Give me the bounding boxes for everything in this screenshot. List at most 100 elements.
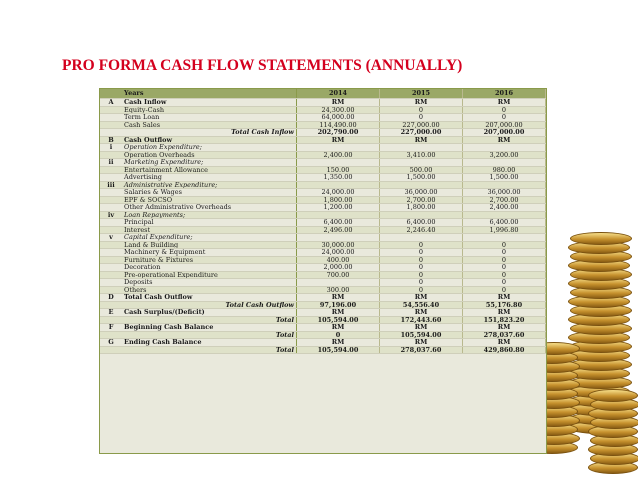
cell-2015: 3,410.00 (379, 151, 463, 159)
cell-2014: 202,790.00 (296, 128, 380, 137)
cell-2014: 1,200.00 (296, 203, 380, 212)
table-row: Total Cash Outflow 97,196.00 54,556.40 55,1… (100, 301, 546, 309)
row-description: Total (122, 316, 297, 324)
table-row: G Ending Cash Balance RM RM RM (100, 338, 546, 347)
cell-2015: 500.00 (379, 166, 463, 174)
cell-2016: RM (462, 293, 546, 302)
table-row: D Total Cash Outflow RM RM RM (100, 293, 546, 302)
cell-2014: 24,000.00 (296, 188, 380, 197)
cell-2015: RM (379, 338, 463, 347)
cell-2016: 278,037.60 (462, 331, 546, 339)
cell-2016 (462, 181, 546, 189)
row-description: Loan Repayments; (122, 211, 297, 219)
cell-2016: 2,700.00 (462, 196, 546, 204)
cell-2014 (296, 158, 380, 167)
row-description: Capital Expenditure; (122, 233, 297, 242)
cell-2014: RM (296, 323, 380, 332)
cell-2014 (296, 143, 380, 152)
cell-2016: 980.00 (462, 166, 546, 174)
row-label (100, 256, 122, 264)
row-label (100, 241, 122, 249)
cell-2014: 2,000.00 (296, 263, 380, 272)
row-label: iv (100, 211, 122, 219)
cell-2016 (462, 143, 546, 152)
cell-2016 (462, 233, 546, 242)
cell-2014 (296, 278, 380, 287)
cell-2015: 0 (379, 286, 463, 294)
row-description: Land & Building (122, 241, 297, 249)
row-label: iii (100, 181, 122, 189)
table-row: F Beginning Cash Balance RM RM RM (100, 323, 546, 332)
row-description: Total Cash Inflow (122, 128, 297, 137)
row-label (100, 278, 122, 287)
cell-2016: 0 (462, 241, 546, 249)
cell-2015 (379, 158, 463, 167)
row-description: Pre-operational Expenditure (122, 271, 297, 279)
table-row: iii Administrative Expenditure; (100, 181, 546, 189)
cell-2014: 97,196.00 (296, 301, 380, 309)
coin-shape (570, 232, 632, 245)
row-description: Others (122, 286, 297, 294)
row-description: Cash Outflow (122, 136, 297, 144)
row-description: EPF & SOCSO (122, 196, 297, 204)
row-label (100, 106, 122, 114)
row-description: Machinery & Equipment (122, 248, 297, 257)
cell-2016: 0 (462, 263, 546, 272)
cell-2014: 105,594.00 (296, 346, 380, 354)
cell-2016: 207,000.00 (462, 121, 546, 129)
table-row: Cash Sales 114,490.00 227,000.00 207,000.00 (100, 121, 546, 129)
table-row: A Cash Inflow RM RM RM (100, 98, 546, 107)
cell-2015: 0 (379, 271, 463, 279)
row-description: Principal (122, 218, 297, 227)
cell-2016: RM (462, 136, 546, 144)
row-description: Operation Expenditure; (122, 143, 297, 152)
table-row: Total 0 105,594.00 278,037.60 (100, 331, 546, 339)
cell-2016: 1,996.80 (462, 226, 546, 234)
header-year-2015: 2015 (379, 89, 463, 99)
cell-2015: 0 (379, 113, 463, 122)
row-description: Salaries & Wages (122, 188, 297, 197)
row-label (100, 203, 122, 212)
table-row: ii Marketing Expenditure; (100, 158, 546, 167)
cell-2014: 1,800.00 (296, 196, 380, 204)
cash-flow-table: Years 2014 2015 2016 A Cash Inflow RM RM RM E… (99, 88, 547, 454)
row-label: A (100, 98, 122, 107)
cell-2015: RM (379, 136, 463, 144)
cell-2014: 400.00 (296, 256, 380, 264)
header-label (100, 89, 122, 99)
cell-2014 (296, 233, 380, 242)
header-year-2014: 2014 (296, 89, 380, 99)
cell-2014: 300.00 (296, 286, 380, 294)
table-row: v Capital Expenditure; (100, 233, 546, 242)
row-label: ii (100, 158, 122, 167)
cell-2014: 24,000.00 (296, 248, 380, 257)
row-label (100, 113, 122, 122)
cell-2015 (379, 181, 463, 189)
table-row: Pre-operational Expenditure 700.00 0 0 (100, 271, 546, 279)
row-description: Deposits (122, 278, 297, 287)
row-description: Interest (122, 226, 297, 234)
table-row: Total 105,594.00 172,443.60 151,823.20 (100, 316, 546, 324)
cell-2015: 0 (379, 248, 463, 257)
coin-shape (588, 389, 638, 402)
cell-2016: 0 (462, 278, 546, 287)
cell-2015: 227,000.00 (379, 128, 463, 137)
cell-2016: 0 (462, 256, 546, 264)
row-description: Total (122, 346, 297, 354)
row-label: v (100, 233, 122, 242)
table-row: Total Cash Inflow 202,790.00 227,000.00 207… (100, 128, 546, 137)
cell-2014: RM (296, 293, 380, 302)
cell-2015: RM (379, 293, 463, 302)
table-row: Land & Building 30,000.00 0 0 (100, 241, 546, 249)
row-label (100, 248, 122, 257)
cell-2015: 6,400.00 (379, 218, 463, 227)
row-description: Operation Overheads (122, 151, 297, 159)
cell-2015: 105,594.00 (379, 331, 463, 339)
cell-2016: 6,400.00 (462, 218, 546, 227)
cell-2014 (296, 181, 380, 189)
cell-2014: 105,594.00 (296, 316, 380, 324)
cell-2014: 2,400.00 (296, 151, 380, 159)
table-row: Salaries & Wages 24,000.00 36,000.00 36,000… (100, 188, 546, 197)
header-year-2016: 2016 (462, 89, 546, 99)
row-label (100, 151, 122, 159)
